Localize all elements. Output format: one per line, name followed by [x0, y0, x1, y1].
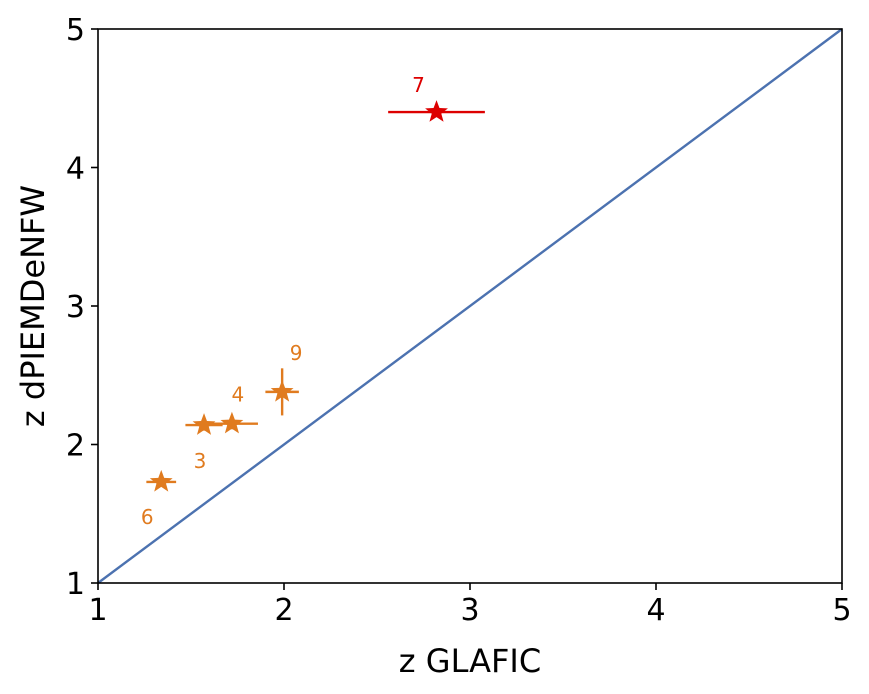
star-marker — [270, 379, 294, 402]
y-axis-title: z dPIEMDeNFW — [14, 185, 52, 427]
x-tick-label: 2 — [274, 593, 293, 628]
points-layer: 7 9 4 3 6 — [141, 73, 485, 529]
data-point-9: 9 — [265, 341, 303, 416]
y-tick-label: 2 — [66, 429, 85, 464]
y-tick-label: 3 — [66, 290, 85, 325]
data-point-7: 7 — [388, 73, 485, 122]
point-label: 4 — [232, 383, 245, 407]
point-label: 6 — [141, 505, 154, 529]
ticks-layer: 1 2 3 4 5 1 2 3 4 5 — [66, 13, 852, 628]
point-label: 9 — [290, 341, 303, 365]
data-point-3: 3 — [185, 413, 223, 473]
x-tick-label: 3 — [460, 593, 479, 628]
x-tick-label: 4 — [646, 593, 665, 628]
x-tick-label: 5 — [832, 593, 851, 628]
point-label: 3 — [194, 449, 207, 473]
x-axis-title: z GLAFIC — [399, 642, 541, 680]
y-tick-label: 1 — [66, 567, 85, 602]
point-label: 7 — [412, 73, 425, 97]
data-point-6: 6 — [141, 469, 177, 529]
y-tick-label: 4 — [66, 152, 85, 187]
reference-line-layer — [97, 28, 843, 584]
y-tick-label: 5 — [66, 13, 85, 48]
star-marker — [192, 413, 216, 435]
identity-line — [97, 28, 843, 584]
star-marker — [425, 100, 448, 122]
x-tick-label: 1 — [88, 593, 107, 628]
star-marker — [149, 469, 173, 492]
data-point-4: 4 — [205, 383, 258, 434]
star-marker — [220, 411, 244, 434]
